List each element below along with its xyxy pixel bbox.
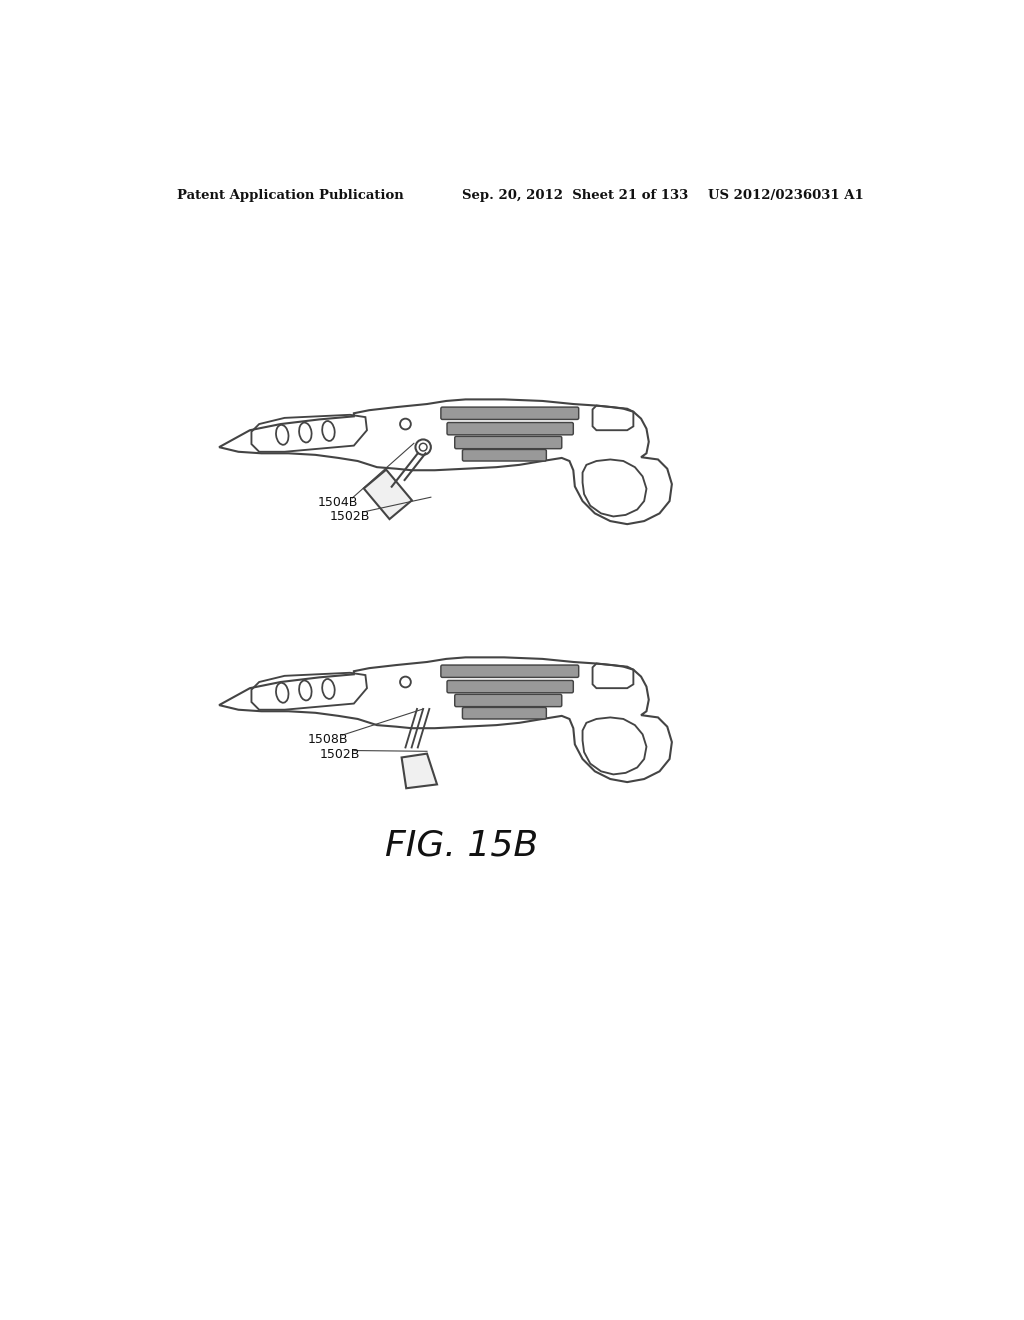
Text: 1508B: 1508B	[307, 733, 348, 746]
FancyBboxPatch shape	[447, 681, 573, 693]
Text: US 2012/0236031 A1: US 2012/0236031 A1	[708, 189, 864, 202]
Text: Sep. 20, 2012  Sheet 21 of 133: Sep. 20, 2012 Sheet 21 of 133	[462, 189, 688, 202]
Polygon shape	[401, 754, 437, 788]
Text: 1502B: 1502B	[330, 510, 370, 523]
FancyBboxPatch shape	[447, 422, 573, 434]
FancyBboxPatch shape	[441, 407, 579, 420]
FancyBboxPatch shape	[455, 437, 562, 449]
Text: Patent Application Publication: Patent Application Publication	[177, 189, 403, 202]
FancyBboxPatch shape	[441, 665, 579, 677]
FancyBboxPatch shape	[463, 708, 547, 719]
Text: 1502B: 1502B	[319, 748, 359, 762]
FancyBboxPatch shape	[455, 694, 562, 706]
FancyBboxPatch shape	[463, 449, 547, 461]
Text: 1504B: 1504B	[317, 496, 358, 508]
Text: FIG. 15B: FIG. 15B	[385, 829, 539, 862]
Polygon shape	[364, 470, 412, 519]
